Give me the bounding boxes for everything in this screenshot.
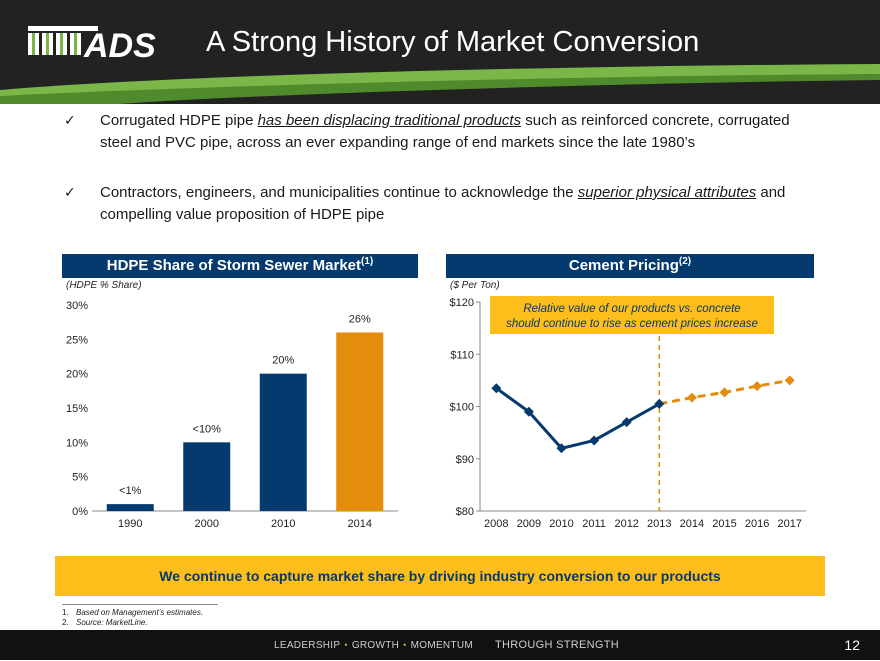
cement-x-tick-label: 2011 xyxy=(582,518,606,530)
checkmark-icon: ✓ xyxy=(64,113,76,129)
hdpe-data-label-1990: <1% xyxy=(119,485,142,497)
footnote-1: 1. Based on Management’s estimates. xyxy=(62,608,204,617)
hdpe-bar-2014 xyxy=(336,332,384,511)
cement-x-tick-label: 2008 xyxy=(484,518,508,530)
cement-y-tick-label: $120 xyxy=(450,297,474,309)
footnote-2: 2. Source: MarketLine. xyxy=(62,618,148,627)
hdpe-y-tick-label: 0% xyxy=(72,506,88,518)
hdpe-y-tick-label: 20% xyxy=(66,369,88,381)
footer-tagline: LEADERSHIP • GROWTH • MOMENTUM THROUGH STRENG… xyxy=(274,639,619,651)
page-number: 12 xyxy=(844,637,860,653)
footnote-divider xyxy=(62,604,218,605)
hdpe-x-tick-label: 2010 xyxy=(271,518,295,530)
hdpe-unit-label: (HDPE % Share) xyxy=(66,280,142,291)
cement-x-tick-label: 2010 xyxy=(549,518,573,530)
hdpe-y-tick-label: 15% xyxy=(66,403,88,415)
hdpe-bar-2010 xyxy=(259,373,307,511)
cement-y-tick-label: $80 xyxy=(456,506,474,518)
hdpe-data-label-2014: 26% xyxy=(349,313,371,325)
cement-y-tick-label: $100 xyxy=(450,402,474,414)
hdpe-x-tick-label: 2000 xyxy=(195,518,219,530)
bullet-2: ✓ Contractors, engineers, and municipali… xyxy=(64,182,824,226)
hdpe-y-tick-label: 10% xyxy=(66,437,88,449)
hdpe-y-tick-label: 30% xyxy=(66,300,88,312)
bullet-1-emphasis: has been displacing traditional products xyxy=(257,112,522,129)
cement-series-projected-line xyxy=(659,378,790,406)
cement-point-projected-2016 xyxy=(752,381,763,392)
bullet-dot-icon: • xyxy=(403,640,407,650)
cement-x-tick-label: 2015 xyxy=(712,518,736,530)
bullet-2-text: Contractors, engineers, and municipaliti… xyxy=(100,184,786,223)
hdpe-bar-1990 xyxy=(106,504,154,511)
hdpe-chart-header: HDPE Share of Storm Sewer Market(1) xyxy=(62,254,418,278)
cement-point-projected-2015 xyxy=(719,387,730,398)
footer-bar: LEADERSHIP • GROWTH • MOMENTUM THROUGH STRENG… xyxy=(0,630,880,660)
hdpe-y-tick-label: 25% xyxy=(66,334,88,346)
cement-x-tick-label: 2014 xyxy=(680,518,704,530)
cement-chart-header: Cement Pricing(2) xyxy=(446,254,814,278)
hdpe-bar-2000 xyxy=(183,442,231,511)
cement-y-tick-label: $110 xyxy=(450,349,474,361)
page-title: A Strong History of Market Conversion xyxy=(206,26,700,58)
cement-point-projected-2014 xyxy=(686,392,697,403)
cement-x-tick-label: 2016 xyxy=(745,518,769,530)
cement-point-projected-2017 xyxy=(784,375,795,386)
cement-point-historical-2012 xyxy=(621,417,632,428)
cement-x-tick-label: 2013 xyxy=(647,518,671,530)
conversion-callout: We continue to capture market share by d… xyxy=(55,556,825,596)
checkmark-icon: ✓ xyxy=(64,185,76,201)
bullet-2-emphasis: superior physical attributes xyxy=(577,184,757,201)
logo-text: ADS xyxy=(83,27,156,64)
hdpe-data-label-2010: 20% xyxy=(272,355,294,367)
cement-x-tick-label: 2017 xyxy=(777,518,801,530)
cement-unit-label: ($ Per Ton) xyxy=(450,280,500,291)
cement-point-projected-2013 xyxy=(654,398,665,409)
ads-logo: ADS xyxy=(28,26,156,64)
bullet-dot-icon: • xyxy=(344,640,348,650)
cement-point-historical-2011 xyxy=(589,435,600,446)
cement-point-historical-2009 xyxy=(523,406,534,417)
bullet-1-text: Corrugated HDPE pipe has been displacing… xyxy=(100,112,790,151)
header-green-swoosh xyxy=(0,64,880,104)
cement-point-historical-2013 xyxy=(654,398,665,409)
cement-y-tick-label: $90 xyxy=(456,454,474,466)
bullet-1: ✓ Corrugated HDPE pipe has been displaci… xyxy=(64,110,824,154)
hdpe-x-tick-label: 2014 xyxy=(348,518,372,530)
hdpe-data-label-2000: <10% xyxy=(193,423,222,435)
cement-point-historical-2008 xyxy=(491,383,502,394)
cement-x-tick-label: 2009 xyxy=(517,518,541,530)
cement-callout-line1: Relative value of our products vs. concr… xyxy=(523,303,740,315)
cement-callout-line2: should continue to rise as cement prices… xyxy=(506,318,758,330)
cement-x-tick-label: 2012 xyxy=(614,518,638,530)
cement-point-historical-2010 xyxy=(556,443,567,454)
cement-series-historical-line xyxy=(495,386,661,450)
header-bar: ADS A Strong History of Market Conversio… xyxy=(0,0,880,104)
hdpe-y-tick-label: 5% xyxy=(72,472,88,484)
hdpe-x-tick-label: 1990 xyxy=(118,518,142,530)
cement-callout-box xyxy=(490,296,774,334)
